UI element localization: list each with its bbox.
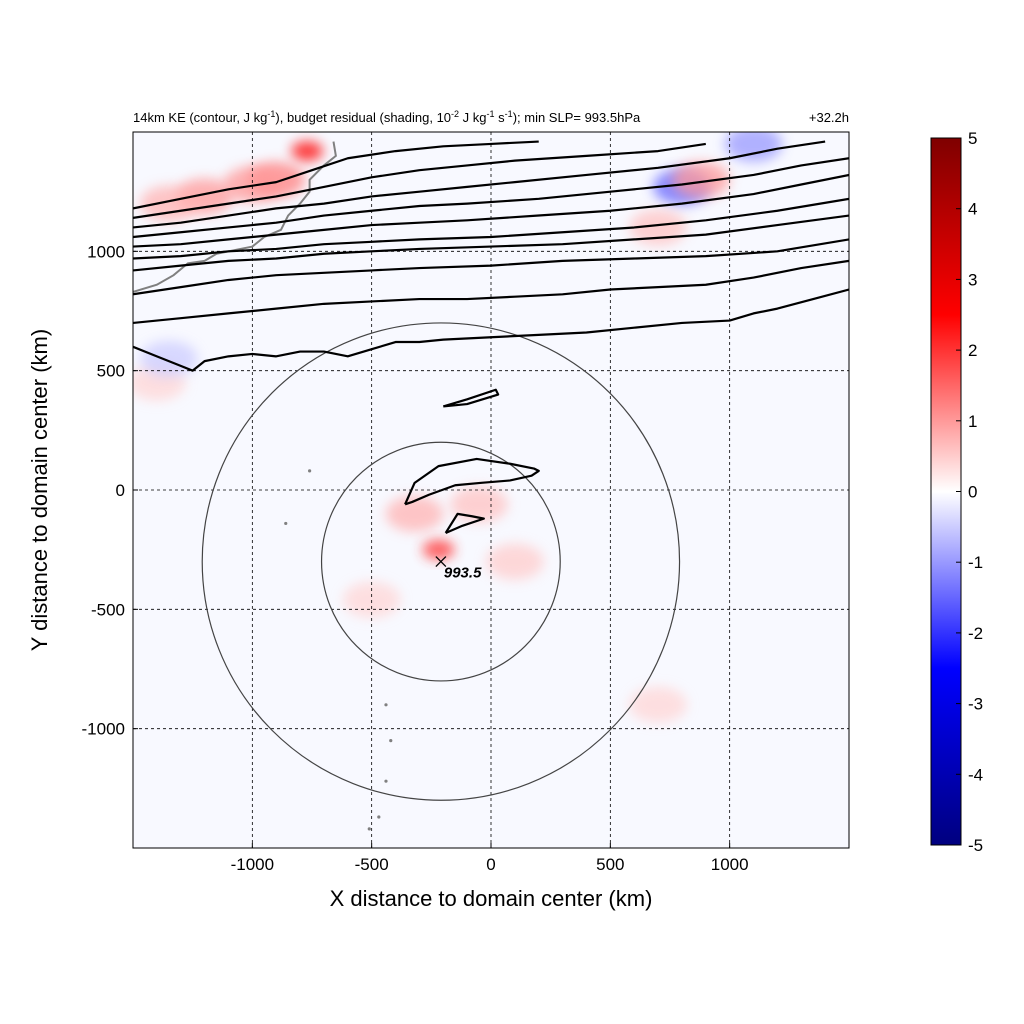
ke-contour-8 bbox=[133, 259, 849, 325]
colorbar-tick-label: -5 bbox=[968, 836, 983, 855]
y-tick-label: -1000 bbox=[82, 720, 125, 739]
x-axis-title: X distance to domain center (km) bbox=[330, 886, 653, 911]
x-axis-ticks: -1000 -500 0 500 1000 bbox=[231, 843, 749, 874]
x-tick-label: 1000 bbox=[711, 855, 749, 874]
residual-blob-9 bbox=[422, 539, 455, 560]
colorbar-tick-label: -4 bbox=[968, 765, 983, 784]
y-tick-label: 500 bbox=[97, 362, 125, 381]
y-tick-label: 0 bbox=[116, 481, 125, 500]
coastline bbox=[133, 141, 393, 831]
island-dot bbox=[389, 739, 393, 743]
storm-center-marker: 993.5 bbox=[435, 556, 482, 582]
residual-blob-7 bbox=[724, 132, 783, 162]
colorbar-ticks: 5 4 3 2 1 0 -1 -2 -3 -4 -5 bbox=[956, 129, 983, 855]
colorbar-tick-label: -3 bbox=[968, 695, 983, 714]
x-tick-label: 0 bbox=[486, 855, 495, 874]
colorbar-tick-label: 1 bbox=[968, 412, 977, 431]
residual-blob-4 bbox=[140, 185, 198, 222]
island-dot bbox=[377, 815, 381, 819]
colorbar-tick-label: -2 bbox=[968, 624, 983, 643]
range-circles bbox=[201, 322, 681, 801]
ke-contour-7 bbox=[133, 238, 849, 296]
residual-blob-14 bbox=[629, 686, 687, 723]
colorbar-tick-label: 5 bbox=[968, 129, 977, 148]
island-dot bbox=[308, 469, 312, 473]
colorbar-tick-label: 2 bbox=[968, 341, 977, 360]
range-circle-500km bbox=[320, 441, 561, 682]
coastline-line bbox=[133, 141, 337, 293]
island-dot bbox=[284, 521, 288, 526]
ke-contour-10 bbox=[442, 388, 500, 408]
plot-title-left: 14km KE (contour, J kg-1), budget residu… bbox=[133, 109, 641, 125]
residual-blob-11 bbox=[450, 486, 508, 523]
x-tick-label: 500 bbox=[596, 855, 624, 874]
ke-contour-4 bbox=[133, 173, 849, 248]
ke-contour-1 bbox=[133, 142, 706, 220]
ke-contour-6 bbox=[133, 214, 849, 272]
colorbar-tick-label: 3 bbox=[968, 270, 977, 289]
colorbar-tick-label: -1 bbox=[968, 553, 983, 572]
y-tick-label: -500 bbox=[91, 600, 125, 619]
residual-shading bbox=[133, 132, 783, 723]
ke-contour-12 bbox=[444, 512, 485, 534]
x-tick-label: -1000 bbox=[231, 855, 274, 874]
grid bbox=[133, 132, 849, 848]
range-circle-1000km bbox=[201, 322, 681, 801]
residual-blob-12 bbox=[486, 543, 544, 580]
ke-contour-9 bbox=[133, 288, 849, 372]
residual-blob-10 bbox=[385, 495, 444, 532]
residual-blob-3 bbox=[223, 166, 282, 203]
center-pressure-label: 993.5 bbox=[444, 565, 482, 582]
ke-contour-3 bbox=[133, 157, 849, 239]
colorbar-tick-label: 4 bbox=[968, 200, 977, 219]
center-x-stroke-2 bbox=[435, 556, 447, 568]
island-dot bbox=[384, 703, 388, 707]
y-tick-label: 1000 bbox=[87, 242, 125, 261]
y-axis-ticks: -1000 -500 0 500 1000 bbox=[82, 242, 138, 739]
island-dot bbox=[367, 827, 371, 831]
ke-contour-0 bbox=[133, 140, 539, 210]
residual-blob-6 bbox=[672, 161, 730, 198]
residual-blob-0 bbox=[291, 141, 324, 162]
island-dot bbox=[384, 779, 388, 783]
residual-blob-16 bbox=[140, 340, 198, 377]
colorbar-tick-label: 0 bbox=[968, 483, 977, 502]
ke-contour-11 bbox=[404, 457, 540, 506]
ke-contour-2 bbox=[133, 140, 826, 229]
y-axis-title: Y distance to domain center (km) bbox=[27, 329, 52, 651]
residual-blob-13 bbox=[342, 581, 401, 618]
x-tick-label: -500 bbox=[355, 855, 389, 874]
ke-contour-5 bbox=[133, 197, 849, 260]
ke-contours bbox=[133, 140, 849, 534]
plot-title-right: +32.2h bbox=[809, 110, 849, 125]
